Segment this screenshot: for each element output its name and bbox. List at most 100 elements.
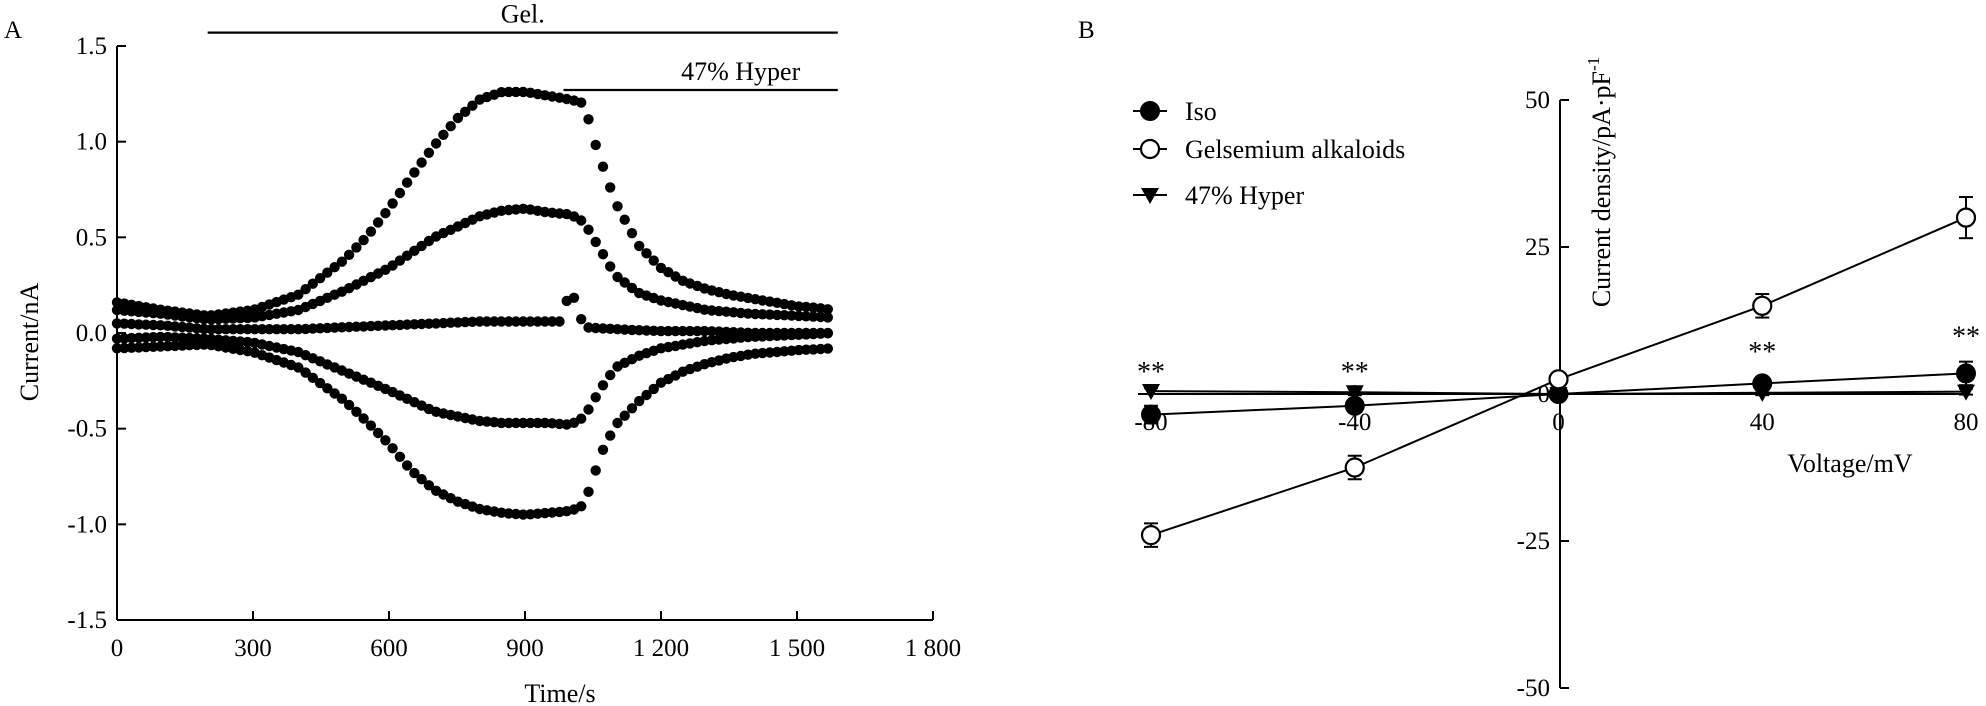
panel-a-data-point: [677, 325, 688, 337]
panel-a-data-point: [655, 325, 667, 337]
panel-b-series-1: [1140, 196, 1977, 548]
panel-a-data-point: [169, 332, 181, 343]
panel-a-x-tick-label: 600: [370, 635, 408, 662]
panel-a-data-point: [358, 413, 369, 424]
panel-a-data-point: [307, 278, 318, 289]
panel-a-data-point: [605, 261, 616, 272]
panel-a-data-point: [576, 314, 587, 325]
panel-a-annotation-label: Gel.: [501, 0, 545, 29]
panel-a-y-tick-label: -0.5: [67, 416, 107, 443]
panel-a-data-point: [532, 316, 543, 327]
panel-a-data-point: [510, 86, 522, 98]
panel-a-data-point: [336, 256, 348, 267]
panel-a-data-point: [576, 97, 587, 108]
panel-a-x-tick-label: 1 200: [633, 635, 689, 662]
panel-b-data-point: [1956, 363, 1976, 384]
panel-a-data-point: [510, 316, 522, 327]
panel-a-data-point: [438, 129, 449, 140]
panel-b-significance-mark: **: [1137, 357, 1165, 388]
panel-a-data-point: [583, 224, 594, 235]
panel-a-data-point: [590, 139, 601, 151]
panel-a-data-point: [634, 395, 645, 407]
panel-b-legend-label: 47% Hyper: [1185, 181, 1304, 210]
panel-b-y-axis-title-main: Current density/pA·pF: [1587, 71, 1616, 307]
panel-a-data-point: [554, 316, 565, 327]
panel-a-data-point: [256, 324, 268, 335]
panel-a-data-point: [213, 324, 224, 335]
panel-a-data-point: [590, 236, 601, 248]
panel-a-data-point: [249, 324, 260, 335]
panel-a-y-tick-label: 1.5: [76, 33, 107, 60]
panel-a-data-point: [140, 332, 152, 343]
panel-a-data-point: [329, 388, 340, 399]
panel-a-x-tick-label: 1 500: [769, 635, 825, 662]
panel-a-data-point: [314, 273, 326, 284]
panel-a-x-tick-label: 900: [506, 635, 544, 662]
panel-b-significance-mark: **: [1952, 322, 1980, 353]
panel-b-x-tick-label: 40: [1750, 409, 1775, 436]
panel-a-data-point: [612, 201, 623, 212]
panel-a-data-point: [496, 87, 507, 98]
panel-a-data-point: [372, 217, 384, 228]
panel-b-y-axis-title-sup: -1: [1584, 57, 1603, 71]
panel-a-data-point: [329, 262, 340, 273]
panel-a: A Gel. 47% Hyper 1.5 1.0 0.5 0.0 -0.5 -1.0 -1.5…: [4, 0, 961, 706]
panel-a-y-tick-label: 0.5: [76, 224, 107, 251]
panel-a-data-point: [612, 417, 623, 429]
panel-a-data-point: [510, 417, 522, 429]
panel-b-data-point: [1141, 404, 1161, 425]
panel-a-data-point: [597, 161, 609, 172]
panel-a-data-point: [372, 320, 384, 331]
panel-a-data-point: [764, 309, 775, 320]
panel-a-x-tick-label: 300: [234, 635, 272, 662]
panel-a-data-point: [372, 427, 384, 439]
panel-a-data-point: [503, 417, 514, 429]
panel-b-y-tick-label: -25: [1517, 528, 1550, 555]
panel-a-data-point: [590, 465, 601, 476]
panel-b-legend-label: Iso: [1185, 97, 1217, 126]
panel-a-data-point: [648, 255, 659, 266]
panel-a-data-point: [467, 316, 478, 327]
panel-a-data-point: [380, 208, 391, 219]
panel-a-data-point: [387, 320, 398, 331]
panel-a-annotation-label: 47% Hyper: [681, 57, 800, 86]
panel-a-data-point: [329, 322, 340, 333]
panel-a-data-point: [605, 430, 616, 441]
panel-a-data-point: [220, 313, 231, 324]
panel-a-data-point: [619, 277, 630, 288]
panel-a-data-point: [184, 340, 195, 351]
panel-a-data-point: [343, 321, 355, 333]
panel-a-axes: 1.5 1.0 0.5 0.0 -0.5 -1.0 -1.50 300 600 900 1 200 1…: [67, 33, 961, 662]
panel-a-data-point: [699, 325, 710, 337]
panel-a-data-point: [155, 331, 166, 343]
panel-a-data-point: [416, 157, 427, 168]
panel-a-data-point: [539, 316, 551, 327]
panel-b-data-point: [1344, 457, 1365, 478]
panel-a-data-point: [227, 324, 239, 335]
panel-a-data-point: [140, 319, 152, 330]
panel-a-data-point: [235, 324, 246, 335]
panel-a-data-point: [264, 324, 275, 335]
panel-b-legend-label: Gelsemium alkaloids: [1185, 135, 1405, 164]
panel-a-data-point: [525, 417, 536, 429]
panel-a-data-point: [365, 226, 377, 237]
panel-a-data-point: [285, 324, 297, 335]
panel-b-y-tick-label: -50: [1517, 675, 1550, 702]
panel-a-data-point: [365, 420, 377, 431]
panel-a-data-point: [605, 369, 616, 381]
panel-a-data-point: [126, 332, 137, 344]
panel-a-data-point: [626, 282, 638, 294]
panel-b-data-point: [1344, 395, 1365, 416]
panel-b-y-tick-label: 50: [1525, 87, 1550, 114]
panel-a-data-point: [322, 322, 333, 334]
panel-a-data-point: [169, 340, 181, 352]
panel-b-y-tick-label: 25: [1525, 234, 1550, 261]
panel-a-data-point: [184, 332, 195, 344]
panel-a-data-point: [445, 121, 456, 132]
panel-a-data-point: [343, 249, 355, 260]
panel-a-y-tick-label: 1.0: [76, 129, 107, 156]
panel-a-data-point: [235, 313, 246, 324]
panel-a-data-point: [757, 309, 768, 320]
